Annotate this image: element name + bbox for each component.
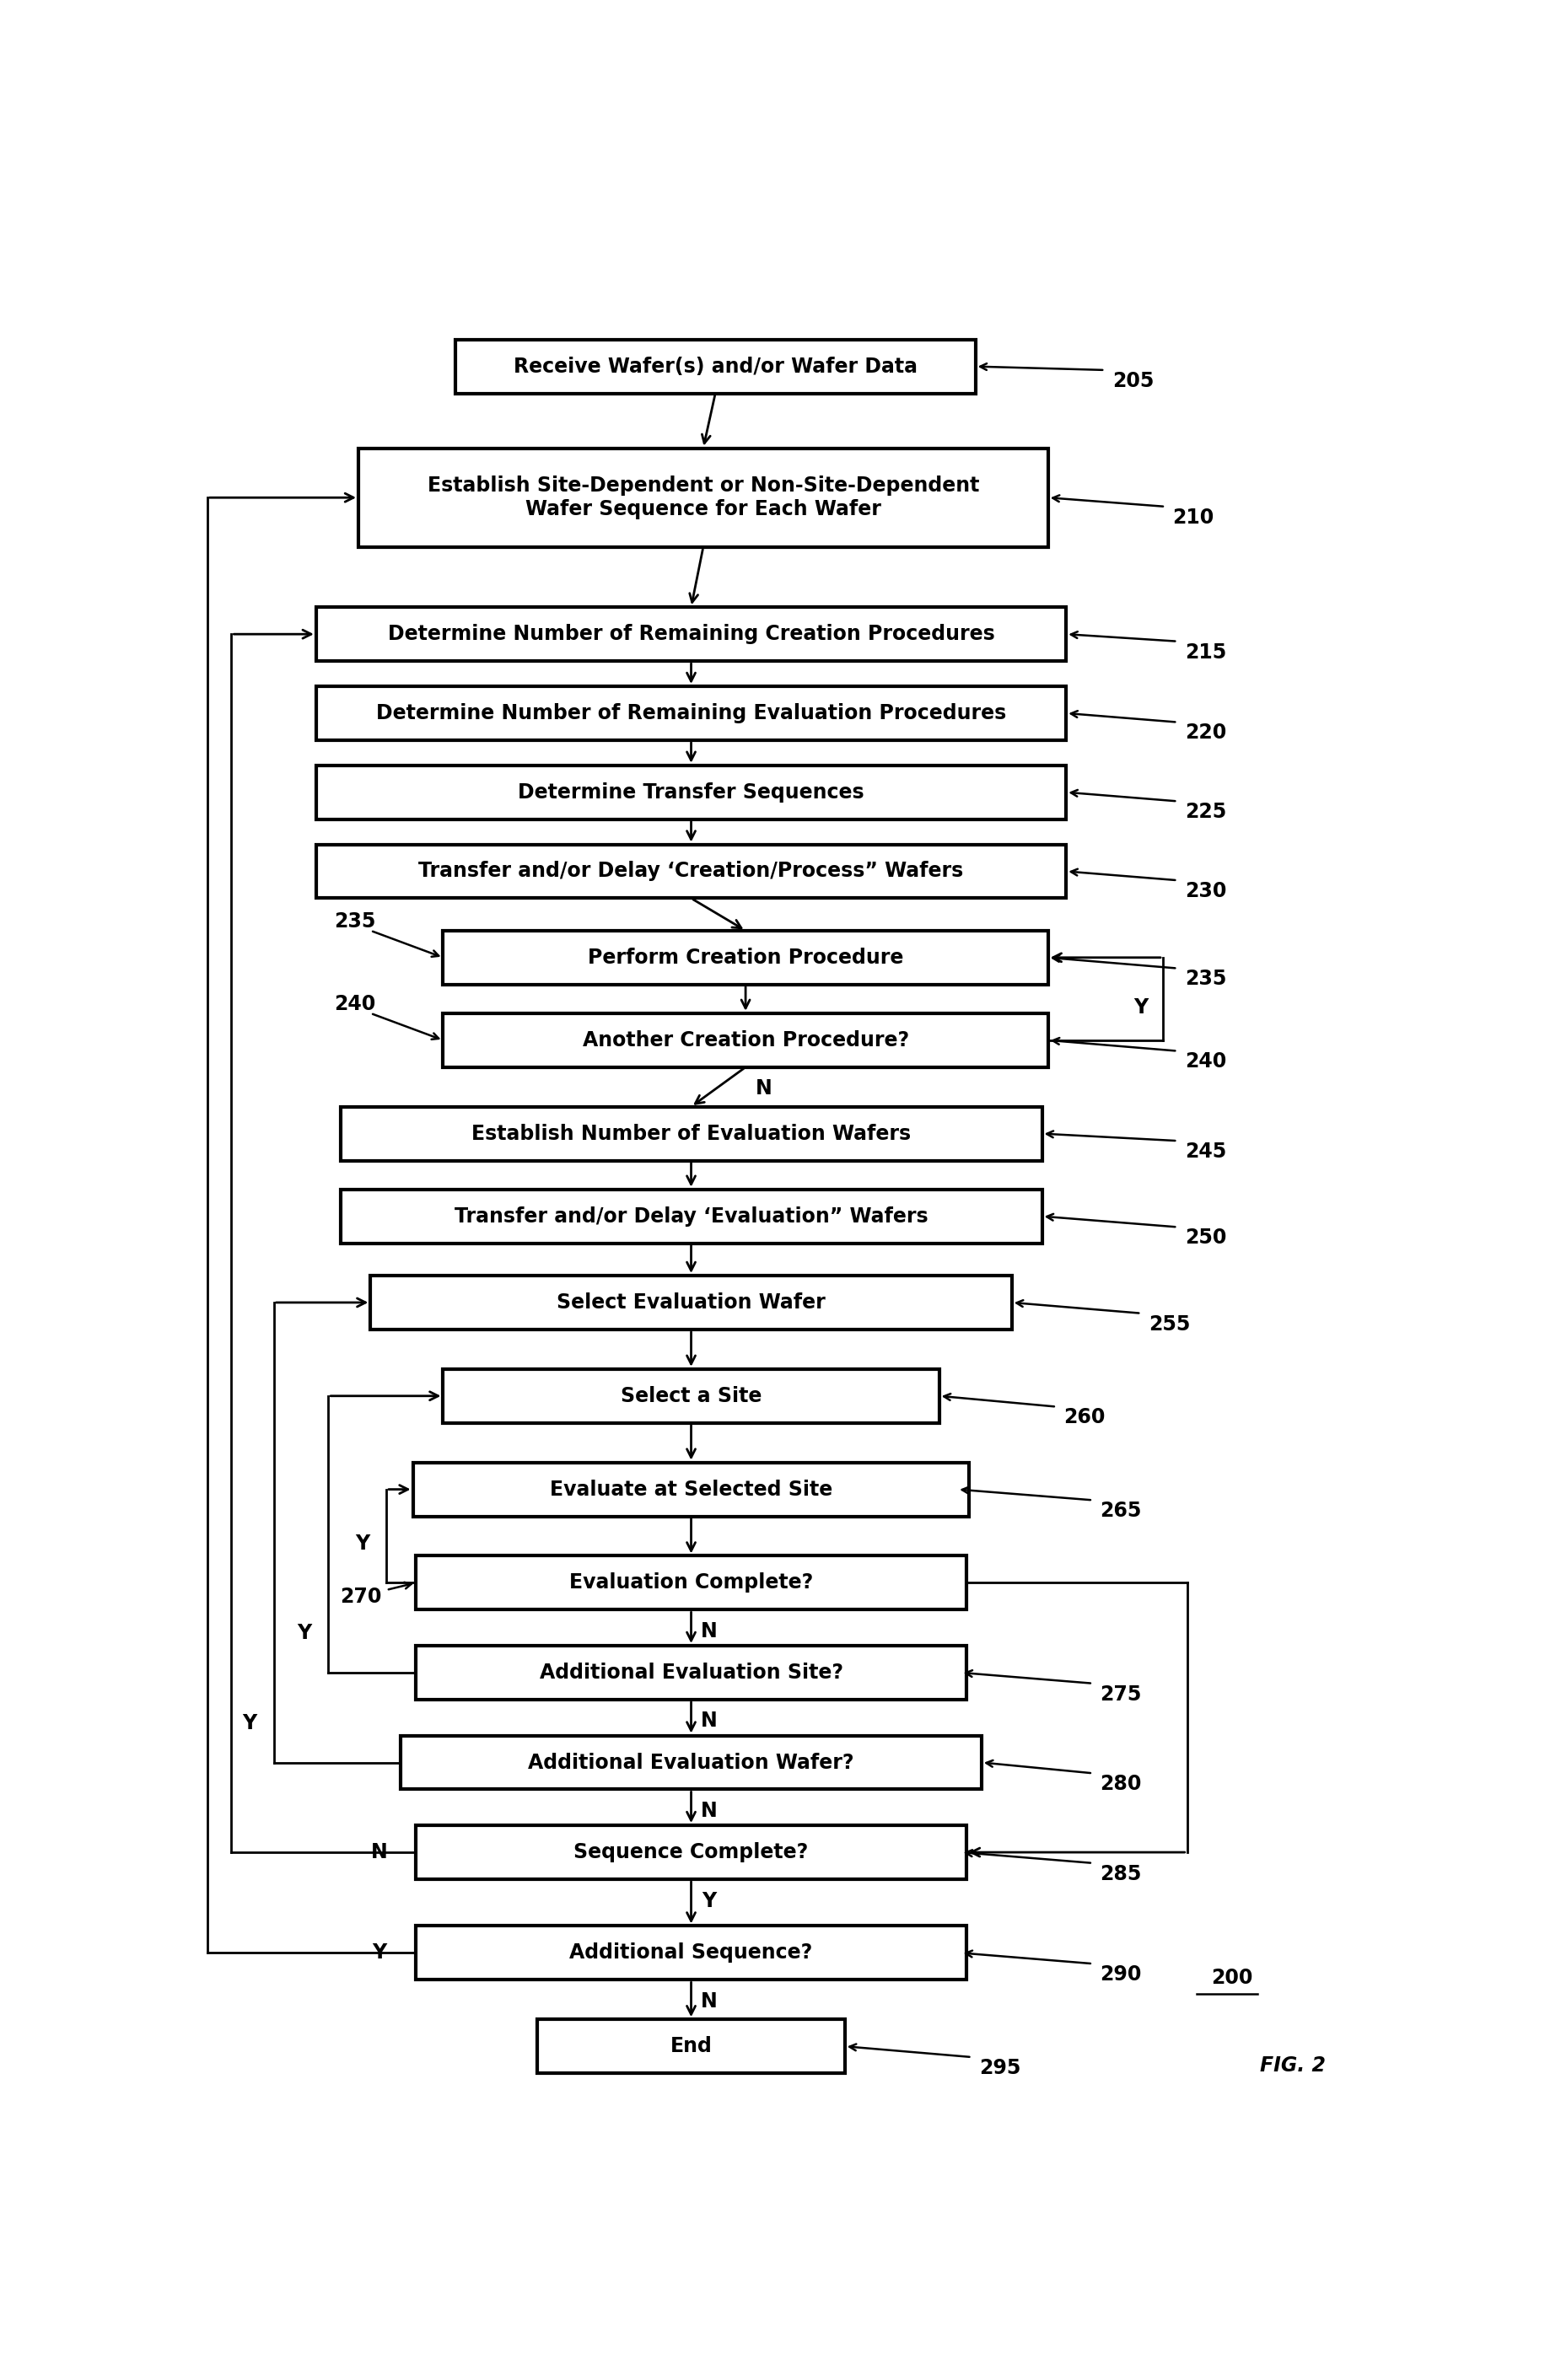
Bar [537, 2018, 846, 2073]
Text: 205: 205 [1111, 371, 1154, 390]
Text: 260: 260 [1063, 1407, 1105, 1428]
Text: 210: 210 [1172, 507, 1214, 528]
Text: Additional Evaluation Site?: Additional Evaluation Site? [540, 1664, 843, 1683]
Bar [456, 340, 976, 393]
Text: N: N [701, 1802, 718, 1821]
Text: 225: 225 [1185, 802, 1227, 821]
Text: 295: 295 [979, 2059, 1021, 2078]
Bar [315, 607, 1066, 662]
Bar [340, 1190, 1041, 1242]
Bar [443, 1368, 940, 1423]
Bar [340, 1107, 1041, 1161]
Text: 265: 265 [1101, 1502, 1141, 1521]
Text: Y: Y [242, 1714, 258, 1733]
Bar [315, 766, 1066, 819]
Bar [415, 1925, 966, 1980]
Text: 270: 270 [340, 1587, 382, 1606]
Text: Transfer and/or Delay ‘Creation/Process” Wafers: Transfer and/or Delay ‘Creation/Process”… [418, 862, 963, 881]
Text: Establish Number of Evaluation Wafers: Establish Number of Evaluation Wafers [471, 1123, 912, 1145]
Bar [370, 1276, 1012, 1330]
Bar [443, 931, 1047, 985]
Bar [315, 845, 1066, 897]
Text: 250: 250 [1185, 1228, 1227, 1247]
Text: End: End [670, 2037, 712, 2056]
Text: Evaluate at Selected Site: Evaluate at Selected Site [549, 1480, 832, 1499]
Text: 200: 200 [1211, 1968, 1253, 1987]
Text: Perform Creation Procedure: Perform Creation Procedure [587, 947, 904, 969]
Text: N: N [701, 1621, 718, 1642]
Text: Evaluation Complete?: Evaluation Complete? [570, 1573, 813, 1592]
Text: N: N [756, 1078, 773, 1100]
Text: Select Evaluation Wafer: Select Evaluation Wafer [557, 1292, 826, 1314]
Bar [415, 1557, 966, 1609]
Text: 245: 245 [1185, 1142, 1227, 1161]
Bar [415, 1645, 966, 1699]
Text: 240: 240 [1185, 1052, 1227, 1071]
Text: Receive Wafer(s) and/or Wafer Data: Receive Wafer(s) and/or Wafer Data [514, 357, 918, 376]
Text: 220: 220 [1185, 724, 1227, 743]
Text: 240: 240 [334, 995, 376, 1014]
Text: Determine Number of Remaining Creation Procedures: Determine Number of Remaining Creation P… [387, 624, 994, 645]
Text: 235: 235 [334, 912, 376, 931]
Text: Y: Y [354, 1533, 370, 1554]
Text: N: N [701, 1711, 718, 1730]
Text: 285: 285 [1101, 1864, 1141, 1885]
Text: Another Creation Procedure?: Another Creation Procedure? [582, 1031, 909, 1050]
Text: Additional Sequence?: Additional Sequence? [570, 1942, 813, 1963]
Text: Select a Site: Select a Site [621, 1385, 762, 1407]
Text: Sequence Complete?: Sequence Complete? [574, 1842, 809, 1864]
Text: Determine Number of Remaining Evaluation Procedures: Determine Number of Remaining Evaluation… [376, 702, 1007, 724]
Text: Y: Y [1133, 997, 1149, 1019]
Text: Additional Evaluation Wafer?: Additional Evaluation Wafer? [528, 1752, 854, 1773]
Bar [412, 1461, 969, 1516]
Text: 235: 235 [1185, 969, 1227, 990]
Text: Y: Y [373, 1942, 387, 1963]
Bar [443, 1014, 1047, 1066]
Text: 280: 280 [1101, 1773, 1141, 1795]
Text: Determine Transfer Sequences: Determine Transfer Sequences [518, 783, 865, 802]
Text: 275: 275 [1101, 1685, 1141, 1704]
Text: 255: 255 [1149, 1314, 1189, 1335]
Text: Y: Y [702, 1890, 716, 1911]
Bar [359, 447, 1047, 547]
Bar [415, 1825, 966, 1880]
Text: Establish Site-Dependent or Non-Site-Dependent
Wafer Sequence for Each Wafer: Establish Site-Dependent or Non-Site-Dep… [428, 476, 979, 519]
Text: N: N [372, 1842, 389, 1864]
Text: 230: 230 [1185, 881, 1227, 902]
Bar [401, 1735, 982, 1790]
Text: Y: Y [297, 1623, 311, 1642]
Text: FIG. 2: FIG. 2 [1260, 2056, 1325, 2075]
Bar [315, 685, 1066, 740]
Text: N: N [701, 1992, 718, 2011]
Text: 215: 215 [1185, 643, 1227, 662]
Text: 290: 290 [1101, 1963, 1141, 1985]
Text: Transfer and/or Delay ‘Evaluation” Wafers: Transfer and/or Delay ‘Evaluation” Wafer… [454, 1207, 927, 1226]
